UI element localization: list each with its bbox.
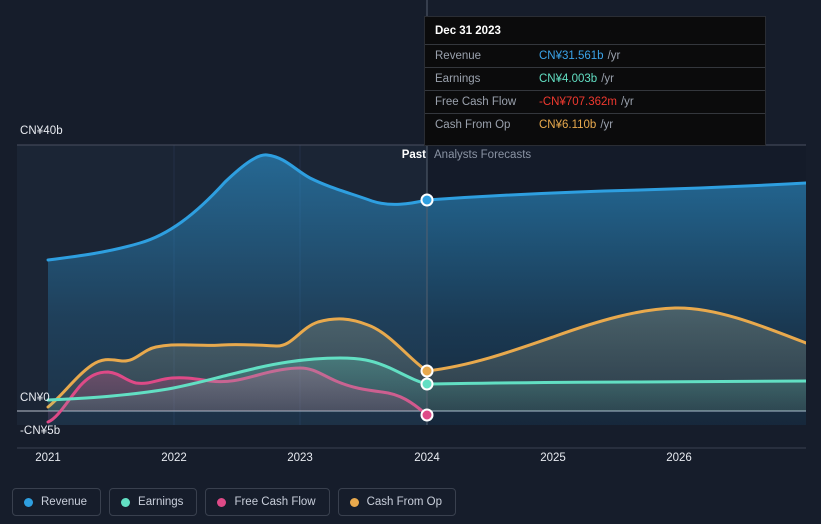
analysts-forecast-label: Analysts Forecasts xyxy=(434,149,532,161)
chart-plot-area[interactable]: CN¥40b CN¥0 -CN¥5b Past Analysts Forecas… xyxy=(0,0,821,470)
chart-legend: Revenue Earnings Free Cash Flow Cash Fro… xyxy=(12,488,457,516)
data-point-tooltip: Dec 31 2023 Revenue CN¥31.561b /yr Earni… xyxy=(424,16,766,146)
series-line-revenue xyxy=(46,153,806,262)
tooltip-value-earnings: CN¥4.003b xyxy=(539,73,598,85)
legend-item-earnings[interactable]: Earnings xyxy=(109,488,198,516)
tooltip-suffix-earnings: /yr xyxy=(601,73,614,85)
series-line-earnings xyxy=(46,356,806,402)
x-axis-label-2026: 2026 xyxy=(666,452,692,464)
tooltip-row-earnings: Earnings CN¥4.003b /yr xyxy=(425,67,765,90)
legend-label-revenue: Revenue xyxy=(41,496,88,508)
x-axis-label-2024: 2024 xyxy=(414,452,440,464)
marker-revenue[interactable] xyxy=(420,193,434,207)
x-axis-label-2022: 2022 xyxy=(161,452,187,464)
legend-dot-earnings-icon xyxy=(121,497,131,507)
tooltip-title: Dec 31 2023 xyxy=(435,25,501,37)
y-axis-label-zero: CN¥0 xyxy=(20,392,50,404)
tooltip-row-cash-from-op: Cash From Op CN¥6.110b /yr xyxy=(425,113,765,136)
marker-earnings[interactable] xyxy=(420,377,434,391)
x-axis-label-2021: 2021 xyxy=(35,452,61,464)
legend-dot-revenue-icon xyxy=(24,497,33,507)
tooltip-value-revenue: CN¥31.561b xyxy=(539,50,604,62)
legend-label-cash-from-op: Cash From Op xyxy=(366,496,443,508)
x-axis-label-2023: 2023 xyxy=(287,452,313,464)
series-line-cashfromop xyxy=(46,306,806,409)
legend-dot-cash-from-op-icon xyxy=(349,497,359,507)
tooltip-key-free-cash-flow: Free Cash Flow xyxy=(435,96,517,108)
legend-item-free-cash-flow[interactable]: Free Cash Flow xyxy=(205,488,330,516)
tooltip-suffix-free-cash-flow: /yr xyxy=(620,96,634,108)
tooltip-value-cash-from-op: CN¥6.110b xyxy=(539,119,597,131)
past-label: Past xyxy=(401,149,426,161)
legend-dot-free-cash-flow-icon xyxy=(217,497,227,507)
marker-freecashflow[interactable] xyxy=(420,408,434,422)
chart-canvas xyxy=(17,0,806,449)
marker-cashfromop[interactable] xyxy=(420,364,434,378)
y-axis-label-neg5b: -CN¥5b xyxy=(20,425,61,437)
tooltip-key-earnings: Earnings xyxy=(435,73,481,85)
legend-item-cash-from-op[interactable]: Cash From Op xyxy=(337,488,457,516)
y-axis-label-40b: CN¥40b xyxy=(20,125,63,137)
legend-item-revenue[interactable]: Revenue xyxy=(12,488,102,516)
tooltip-row-free-cash-flow: Free Cash Flow -CN¥707.362m /yr xyxy=(425,90,765,113)
legend-label-free-cash-flow: Free Cash Flow xyxy=(234,496,316,508)
tooltip-key-revenue: Revenue xyxy=(435,50,482,62)
tooltip-value-free-cash-flow: -CN¥707.362m xyxy=(539,96,617,108)
tooltip-suffix-cash-from-op: /yr xyxy=(600,119,614,131)
x-axis-label-2025: 2025 xyxy=(540,452,566,464)
tooltip-row-revenue: Revenue CN¥31.561b /yr xyxy=(425,44,765,67)
tooltip-key-cash-from-op: Cash From Op xyxy=(435,119,511,131)
tooltip-suffix-revenue: /yr xyxy=(607,50,621,62)
legend-label-earnings: Earnings xyxy=(138,496,184,508)
